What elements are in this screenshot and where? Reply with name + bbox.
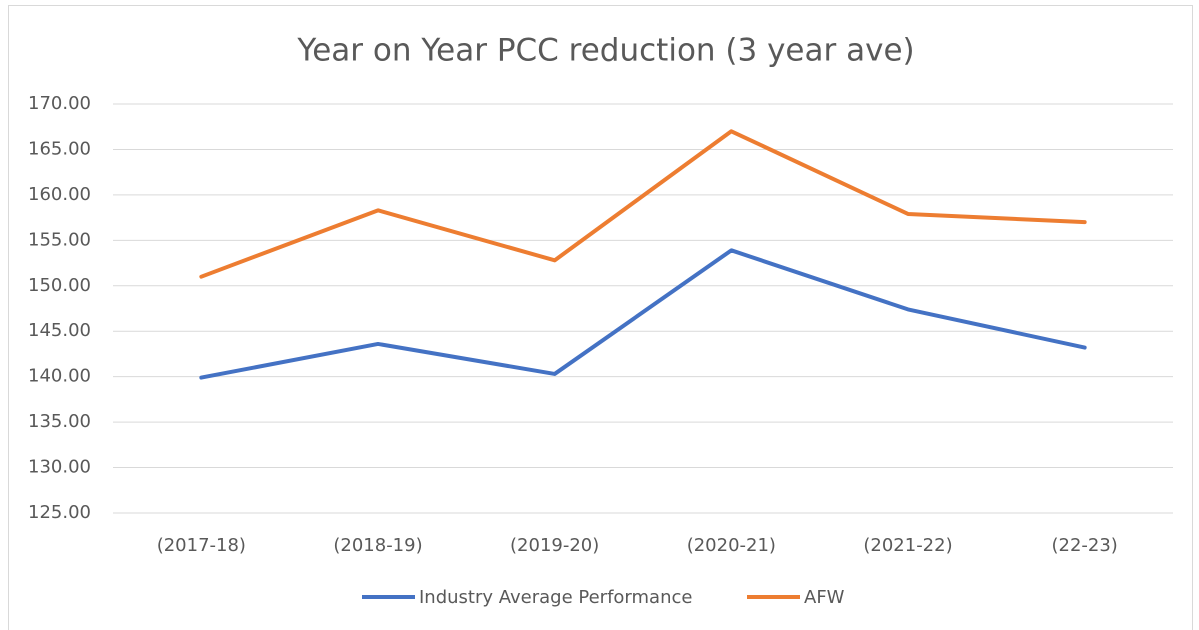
y-tick-label: 150.00 (28, 275, 91, 296)
y-tick-label: 130.00 (28, 457, 91, 478)
y-tick-label: 160.00 (28, 184, 91, 205)
x-tick-label: (2021-22) (863, 535, 952, 556)
y-tick-label: 165.00 (28, 138, 91, 159)
y-tick-label: 170.00 (28, 93, 91, 114)
legend-label: Industry Average Performance (419, 587, 692, 608)
chart-frame (8, 5, 1193, 630)
y-tick-label: 155.00 (28, 229, 91, 250)
legend-label: AFW (804, 587, 845, 608)
y-tick-label: 135.00 (28, 411, 91, 432)
series-line (199, 129, 1087, 279)
x-tick-label: (2020-21) (687, 535, 776, 556)
series-line (199, 248, 1087, 380)
chart-title: Year on Year PCC reduction (3 year ave) (296, 33, 914, 69)
y-tick-label: 125.00 (28, 502, 91, 523)
x-tick-label: (22-23) (1051, 535, 1117, 556)
x-tick-label: (2017-18) (157, 535, 246, 556)
y-tick-label: 140.00 (28, 366, 91, 387)
x-tick-label: (2018-19) (333, 535, 422, 556)
y-tick-label: 145.00 (28, 320, 91, 341)
x-tick-label: (2019-20) (510, 535, 599, 556)
